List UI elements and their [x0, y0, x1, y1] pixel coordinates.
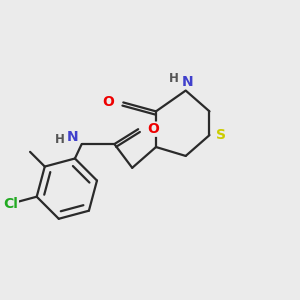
Text: O: O — [147, 122, 159, 136]
Text: O: O — [103, 95, 114, 110]
Text: H: H — [169, 72, 179, 85]
Text: Cl: Cl — [3, 196, 18, 211]
Text: N: N — [182, 75, 193, 88]
Text: S: S — [216, 128, 226, 142]
Text: H: H — [55, 133, 64, 146]
Text: N: N — [67, 130, 79, 144]
